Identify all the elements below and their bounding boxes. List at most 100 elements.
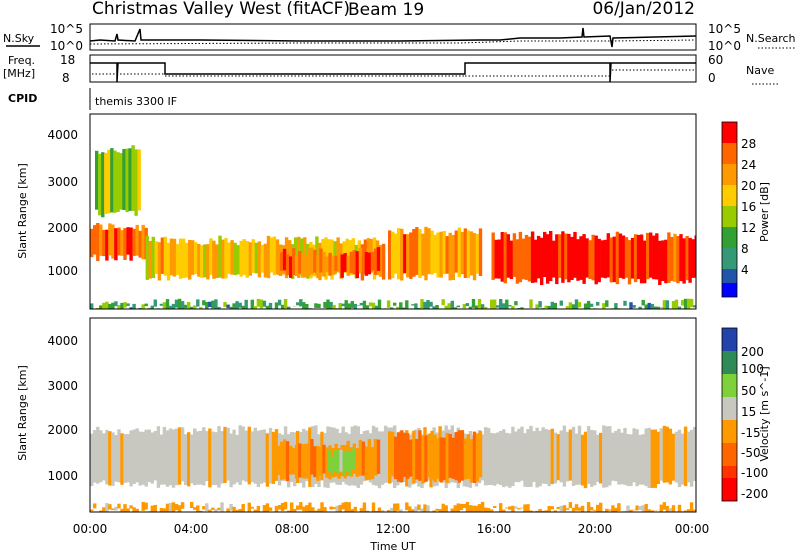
velocity-echo-cell bbox=[517, 508, 521, 510]
power-echo-cell bbox=[209, 238, 213, 275]
power-echo-cell bbox=[119, 153, 123, 210]
velocity-echo-cell bbox=[229, 504, 233, 511]
velocity-echo-cell bbox=[394, 436, 398, 480]
power-echo-cell bbox=[497, 239, 501, 279]
velocity-echo-cell bbox=[460, 430, 465, 481]
power-echo-cell bbox=[108, 223, 112, 256]
velocity-echo-cell bbox=[405, 502, 409, 511]
power-echo-cell bbox=[466, 230, 471, 279]
velocity-echo-cell bbox=[605, 508, 609, 512]
power-echo-cell bbox=[224, 238, 228, 279]
velocity-echo-cell bbox=[683, 426, 688, 487]
power-cb-6 bbox=[722, 248, 737, 269]
power-echo-cell bbox=[414, 303, 418, 309]
power-echo-cell bbox=[376, 247, 381, 271]
power-echo-cell bbox=[444, 305, 448, 309]
velocity-echo-cell bbox=[671, 433, 676, 481]
freq-trace bbox=[90, 62, 696, 83]
power-echo-cell bbox=[641, 299, 645, 306]
velocity-echo-cell bbox=[626, 505, 630, 512]
velocity-echo-cell bbox=[668, 428, 673, 485]
power-echo-cell bbox=[674, 299, 679, 309]
power-echo-cell bbox=[665, 300, 670, 309]
velocity-echo-cell bbox=[147, 429, 151, 483]
power-echo-cell bbox=[521, 238, 526, 280]
power-colorbar: 28 24 20 16 12 8 4 Power [dB] bbox=[721, 121, 771, 298]
power-echo-cell bbox=[250, 299, 254, 309]
velocity-echo-cell bbox=[483, 507, 488, 512]
power-echo-cell bbox=[400, 228, 404, 281]
velocity-echo-cell bbox=[596, 434, 600, 482]
velocity-echo-cell bbox=[614, 430, 618, 482]
power-cb-tick-16: 16 bbox=[741, 200, 756, 214]
velocity-cb-tick-m50: -50 bbox=[741, 446, 761, 460]
velocity-echo-cell bbox=[541, 510, 545, 512]
power-echo-cell bbox=[141, 224, 145, 260]
power-echo-cell bbox=[378, 245, 383, 277]
power-echo-cell bbox=[649, 232, 653, 278]
power-echo-cell bbox=[259, 299, 264, 309]
velocity-echo-cell bbox=[562, 425, 567, 487]
power-echo-cell bbox=[597, 238, 601, 283]
power-echo-cell bbox=[117, 227, 121, 256]
velocity-echo-cell bbox=[418, 430, 422, 481]
power-echo-cell bbox=[445, 236, 449, 274]
velocity-echo-cell bbox=[330, 456, 334, 475]
cpid-value: themis 3300 IF bbox=[95, 95, 177, 108]
power-echo-cell bbox=[317, 303, 321, 308]
power-echo-cell bbox=[90, 303, 94, 309]
velocity-echo-cell bbox=[165, 430, 170, 487]
velocity-echo-cell bbox=[406, 433, 410, 479]
velocity-echo-cell bbox=[386, 510, 391, 512]
power-echo-cell bbox=[399, 302, 403, 309]
velocity-echo-cell bbox=[295, 444, 299, 479]
power-echo-cell bbox=[229, 306, 233, 309]
velocity-echo-cell bbox=[327, 449, 331, 472]
velocity-echo-cell bbox=[433, 434, 437, 483]
power-cb-0 bbox=[722, 122, 737, 143]
velocity-echo-cell bbox=[314, 510, 318, 512]
velocity-echo-cell bbox=[99, 510, 103, 512]
power-echo-cell bbox=[409, 232, 413, 279]
velocity-echo-cell bbox=[348, 451, 352, 476]
velocity-echo-cell bbox=[680, 433, 685, 485]
power-echo-cell bbox=[520, 307, 524, 309]
velocity-cb-tick-m100: -100 bbox=[741, 466, 768, 480]
power-echo-cell bbox=[325, 256, 329, 272]
velocity-echo-cell bbox=[656, 431, 660, 484]
power-echo-cell bbox=[411, 304, 415, 306]
velocity-echo-cell bbox=[105, 429, 109, 485]
power-echo-cell bbox=[361, 255, 366, 275]
velocity-echo-cell bbox=[292, 447, 296, 475]
velocity-echo-cell bbox=[144, 429, 148, 487]
velocity-echo-cell bbox=[156, 426, 161, 488]
power-echo-cell bbox=[546, 234, 550, 284]
velocity-echo-cell bbox=[538, 430, 542, 487]
velocity-echo-cell bbox=[650, 429, 654, 488]
power-echo-cell bbox=[370, 251, 375, 271]
velocity-echo-cell bbox=[380, 431, 385, 485]
power-echo-cell bbox=[529, 299, 533, 308]
velocity-echo-cell bbox=[174, 504, 179, 511]
velocity-echo-cell bbox=[265, 503, 270, 512]
power-echo-cell bbox=[454, 230, 458, 273]
velocity-echo-cell bbox=[132, 507, 136, 512]
power-echo-cell bbox=[215, 244, 219, 278]
velocity-echo-cell bbox=[439, 437, 443, 483]
power-echo-cell bbox=[134, 149, 138, 216]
power-echo-cell bbox=[364, 252, 369, 276]
velocity-echo-cell bbox=[114, 435, 118, 482]
power-echo-cell bbox=[490, 299, 494, 309]
power-echo-cell bbox=[543, 231, 547, 277]
nsearch-tick-high: 10^5 bbox=[708, 22, 741, 36]
power-echo-cell bbox=[570, 236, 574, 280]
power-cb-5 bbox=[722, 227, 737, 248]
power-echo-cell bbox=[689, 298, 694, 308]
power-echo-cell bbox=[116, 152, 120, 212]
power-echo-cell bbox=[450, 300, 454, 309]
velocity-echo-cell bbox=[523, 433, 527, 487]
velocity-echo-cell bbox=[129, 430, 133, 487]
velocity-echo-cell bbox=[424, 435, 428, 482]
velocity-echo-cell bbox=[370, 447, 375, 480]
velocity-cb-1 bbox=[722, 351, 737, 374]
